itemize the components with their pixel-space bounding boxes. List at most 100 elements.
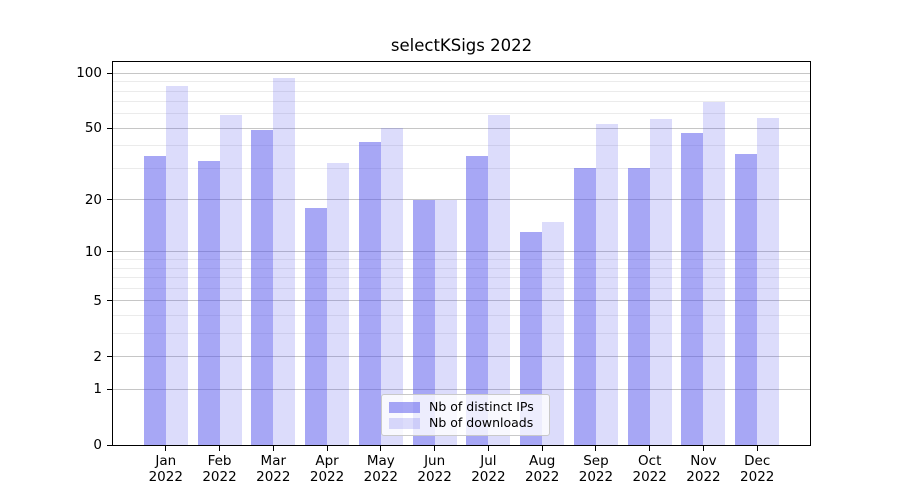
y-major-gridline bbox=[112, 356, 811, 358]
legend-swatch-downloads bbox=[389, 417, 420, 429]
x-tick-year: 2022 bbox=[256, 469, 291, 485]
bar-distinct-ips-mar bbox=[251, 129, 274, 445]
bar-distinct-ips-dec bbox=[735, 154, 758, 445]
y-axis-tick-label: 10 bbox=[84, 243, 102, 260]
bar-downloads-feb bbox=[219, 115, 242, 445]
bar-distinct-ips-jan bbox=[143, 156, 166, 445]
x-axis-tick bbox=[595, 446, 597, 451]
x-tick-month: Jun bbox=[424, 453, 446, 469]
bar-downloads-may bbox=[380, 128, 403, 445]
x-tick-month: Nov bbox=[690, 453, 717, 469]
y-axis-tick bbox=[107, 251, 112, 253]
x-axis-tick-label: Oct 2022 bbox=[619, 453, 681, 485]
y-minor-gridline bbox=[112, 314, 811, 316]
x-axis-tick-label: May 2022 bbox=[350, 453, 412, 485]
y-minor-gridline bbox=[112, 277, 811, 279]
x-axis-tick bbox=[219, 446, 221, 451]
y-axis-tick bbox=[107, 356, 112, 358]
bar-distinct-ips-aug bbox=[520, 232, 543, 445]
y-axis-tick bbox=[107, 300, 112, 302]
y-axis-tick-label: 50 bbox=[84, 120, 102, 137]
x-tick-month: Jan bbox=[155, 453, 177, 469]
y-major-gridline bbox=[112, 199, 811, 201]
x-axis-tick bbox=[272, 446, 274, 451]
y-axis-tick bbox=[107, 72, 112, 74]
x-axis-tick bbox=[756, 446, 758, 451]
plot-area: 0 1 2 5 10 20 50 100 Jan 2022 Feb 2022 Mar 2022 Apr 202… bbox=[76, 61, 811, 485]
legend-label: Nb of distinct IPs bbox=[429, 399, 534, 414]
x-tick-month: Aug bbox=[528, 453, 556, 469]
x-axis-tick-label: Mar 2022 bbox=[242, 453, 304, 485]
y-major-gridline bbox=[112, 300, 811, 302]
x-tick-year: 2022 bbox=[740, 469, 775, 485]
y-minor-gridline bbox=[112, 101, 811, 103]
y-minor-gridline bbox=[112, 145, 811, 147]
y-major-gridline bbox=[112, 127, 811, 129]
x-axis-tick bbox=[487, 446, 489, 451]
y-axis-tick-label: 5 bbox=[93, 292, 102, 309]
x-tick-year: 2022 bbox=[363, 469, 399, 485]
x-tick-year: 2022 bbox=[148, 469, 183, 485]
x-axis-tick bbox=[165, 446, 167, 451]
chart-title: selectKSigs 2022 bbox=[390, 36, 533, 55]
bar-downloads-aug bbox=[542, 221, 565, 445]
x-axis-tick-label: Sep 2022 bbox=[565, 453, 627, 485]
y-axis-tick bbox=[107, 444, 112, 446]
x-axis-tick-label: Dec 2022 bbox=[726, 453, 788, 485]
x-axis-tick bbox=[434, 446, 436, 451]
bar-downloads-jan bbox=[165, 86, 188, 445]
x-axis-tick-label: Jun 2022 bbox=[404, 453, 466, 485]
y-axis-tick-label: 0 bbox=[93, 437, 102, 453]
x-axis-tick bbox=[541, 446, 543, 451]
y-axis-tick bbox=[107, 127, 112, 129]
legend-item-distinct-ips: Nb of distinct IPs bbox=[389, 400, 542, 414]
x-tick-month: May bbox=[366, 453, 395, 469]
x-axis-tick bbox=[326, 446, 328, 451]
legend-swatch-distinct-ips bbox=[389, 401, 420, 413]
bar-downloads-apr bbox=[327, 163, 350, 445]
x-tick-month: Sep bbox=[583, 453, 609, 469]
x-tick-year: 2022 bbox=[686, 469, 721, 485]
bar-distinct-ips-oct bbox=[627, 168, 650, 445]
plot-top-spine bbox=[112, 61, 811, 62]
bar-downloads-mar bbox=[273, 78, 296, 445]
x-tick-year: 2022 bbox=[632, 469, 667, 485]
x-axis-tick-label: Apr 2022 bbox=[296, 453, 358, 485]
y-minor-gridline bbox=[112, 259, 811, 261]
bar-distinct-ips-may bbox=[358, 142, 381, 445]
legend-label: Nb of downloads bbox=[429, 415, 534, 430]
x-tick-month: Feb bbox=[207, 453, 232, 469]
y-axis-tick-label: 1 bbox=[93, 381, 102, 398]
bar-downloads-sep bbox=[595, 123, 618, 445]
legend: Nb of distinct IPs Nb of downloads bbox=[381, 394, 550, 436]
y-minor-gridline bbox=[112, 113, 811, 115]
x-axis-tick-label: Jul 2022 bbox=[457, 453, 519, 485]
bar-downloads-jun bbox=[434, 199, 457, 445]
x-tick-year: 2022 bbox=[578, 469, 614, 485]
x-tick-year: 2022 bbox=[309, 469, 345, 485]
bar-distinct-ips-apr bbox=[305, 207, 328, 445]
x-axis-tick-label: Jan 2022 bbox=[135, 453, 197, 485]
y-axis-tick bbox=[107, 388, 112, 390]
x-tick-month: Apr bbox=[315, 453, 339, 469]
y-major-gridline bbox=[112, 251, 811, 253]
bar-downloads-dec bbox=[757, 117, 780, 445]
y-major-gridline bbox=[112, 72, 811, 74]
x-tick-year: 2022 bbox=[202, 469, 237, 485]
plot-left-spine bbox=[112, 61, 113, 446]
y-minor-gridline bbox=[112, 287, 811, 289]
bar-distinct-ips-feb bbox=[197, 160, 220, 445]
x-axis-tick-label: Aug 2022 bbox=[511, 453, 573, 485]
x-tick-year: 2022 bbox=[471, 469, 506, 485]
y-axis-tick-label: 2 bbox=[93, 348, 102, 365]
bar-downloads-oct bbox=[649, 119, 672, 445]
y-minor-gridline bbox=[112, 167, 811, 169]
bar-downloads-jul bbox=[488, 115, 511, 445]
y-minor-gridline bbox=[112, 90, 811, 92]
y-minor-gridline bbox=[112, 332, 811, 334]
x-tick-month: Mar bbox=[260, 453, 287, 469]
y-axis-tick bbox=[107, 199, 112, 201]
y-minor-gridline bbox=[112, 81, 811, 83]
y-axis-tick-label: 100 bbox=[76, 65, 102, 82]
x-axis-tick bbox=[380, 446, 382, 451]
